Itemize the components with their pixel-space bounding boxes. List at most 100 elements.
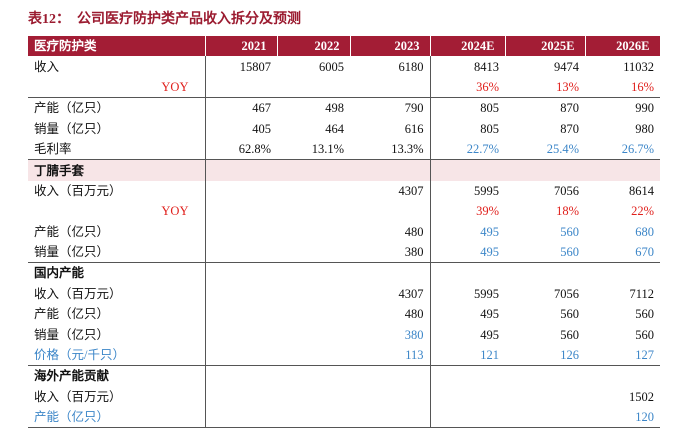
row-label: 收入（百万元） [28,283,206,305]
cell: 15807 [239,59,271,74]
cell: 380 [350,241,431,263]
cell [205,77,277,98]
section-row: 国内产能 [28,262,660,284]
data-table: 医疗防护类 2021 2022 2023 2024E 2025E 2026E 收入 15807… [28,36,661,429]
section-row: 丁腈手套 [28,159,660,181]
cell: 7056 [554,183,579,198]
header-cell: 医疗防护类 [28,36,206,57]
cell [205,159,277,181]
cell [205,304,277,324]
table-row: YOY 36% 13% 16% [28,76,660,98]
cell [277,201,350,221]
cell: 495 [480,307,499,322]
cell: 670 [635,245,654,260]
cell: 9474 [554,59,579,74]
table-row: 产能（亿只） 480 495 560 680 [28,221,660,242]
cell: 26.7% [621,142,654,157]
row-label: 毛利率 [28,138,206,160]
cell: 121 [480,348,499,363]
cell: 120 [585,407,660,429]
cell: 560 [635,307,654,322]
table-row: 产能（亿只） 467 498 790 805 870 990 [28,97,660,119]
cell [205,407,277,429]
table-row: YOY 39% 18% 22% [28,201,660,222]
cell: 560 [560,307,579,322]
cell: 480 [350,304,431,325]
cell [350,159,431,181]
cell: 13.3% [350,138,431,160]
row-label: 产能（亿只） [28,97,206,119]
row-label: 价格（元/千只） [28,344,206,366]
cell [505,365,585,387]
row-label: 销量（亿只） [28,324,206,345]
cell [350,76,431,98]
cell: 980 [635,121,654,136]
cell [205,387,277,407]
header-cell: 2022 [277,36,351,57]
cell: 7056 [554,286,579,301]
cell [277,304,350,324]
cell [277,387,350,407]
cell [505,387,585,407]
header-cell: 2021 [205,36,278,57]
cell [505,159,585,181]
cell: 22% [631,204,654,219]
cell: 11032 [623,59,654,74]
row-label: 销量（亿只） [28,118,206,139]
table-title: 表12： 公司医疗防护类产品收入拆分及预测 [28,12,301,27]
cell [430,159,505,181]
cell: 113 [350,344,431,366]
cell: 380 [350,324,431,345]
row-label: 收入（百万元） [28,386,206,408]
header-cell: 2023 [350,36,431,57]
cell [430,387,505,407]
cell: 62.8% [238,142,271,157]
section-row: 海外产能贡献 [28,365,660,387]
cell [505,262,585,284]
cell: 990 [585,97,660,119]
cell [350,262,431,284]
row-label: 产能（亿只） [28,407,206,429]
cell [277,324,350,344]
cell: 464 [325,121,344,136]
cell: 560 [635,327,654,342]
row-label: 收入 [28,56,206,77]
cell: 616 [350,118,431,139]
cell [205,345,277,366]
table-row: 销量（亿只） 405 464 616 805 870 980 [28,118,660,139]
cell: 467 [205,97,277,119]
cell: 405 [252,121,271,136]
cell [277,262,350,284]
cell: 680 [635,224,654,239]
cell: 495 [480,224,499,239]
header-cell: 2025E [505,36,586,57]
cell [205,201,277,221]
cell [277,181,350,201]
table-row: 价格（元/千只） 113 121 126 127 [28,344,660,366]
header-cell: 2024E [430,36,506,57]
cell: 1502 [629,389,654,404]
cell: 6180 [350,56,431,77]
cell: 22.7% [466,142,499,157]
cell [430,365,505,387]
cell: 8614 [629,183,654,198]
cell [277,159,350,181]
cell [277,77,350,98]
table-row: 产能（亿只） 480 495 560 560 [28,304,660,325]
cell [585,365,660,387]
cell: 4307 [350,283,431,305]
cell: 36% [476,79,499,94]
row-label: 销量（亿只） [28,241,206,263]
cell [205,181,277,201]
cell: 6005 [319,59,344,74]
cell: 13.1% [311,142,344,157]
header-row: 医疗防护类 2021 2022 2023 2024E 2025E 2026E [28,36,661,57]
cell [205,324,277,344]
section-label: 海外产能贡献 [28,365,206,387]
cell [585,159,660,181]
cell: 560 [560,327,579,342]
table-row: 毛利率 62.8% 13.1% 13.3% 22.7% 25.4% 26.7% [28,138,660,160]
cell [350,201,431,222]
cell [205,365,277,387]
